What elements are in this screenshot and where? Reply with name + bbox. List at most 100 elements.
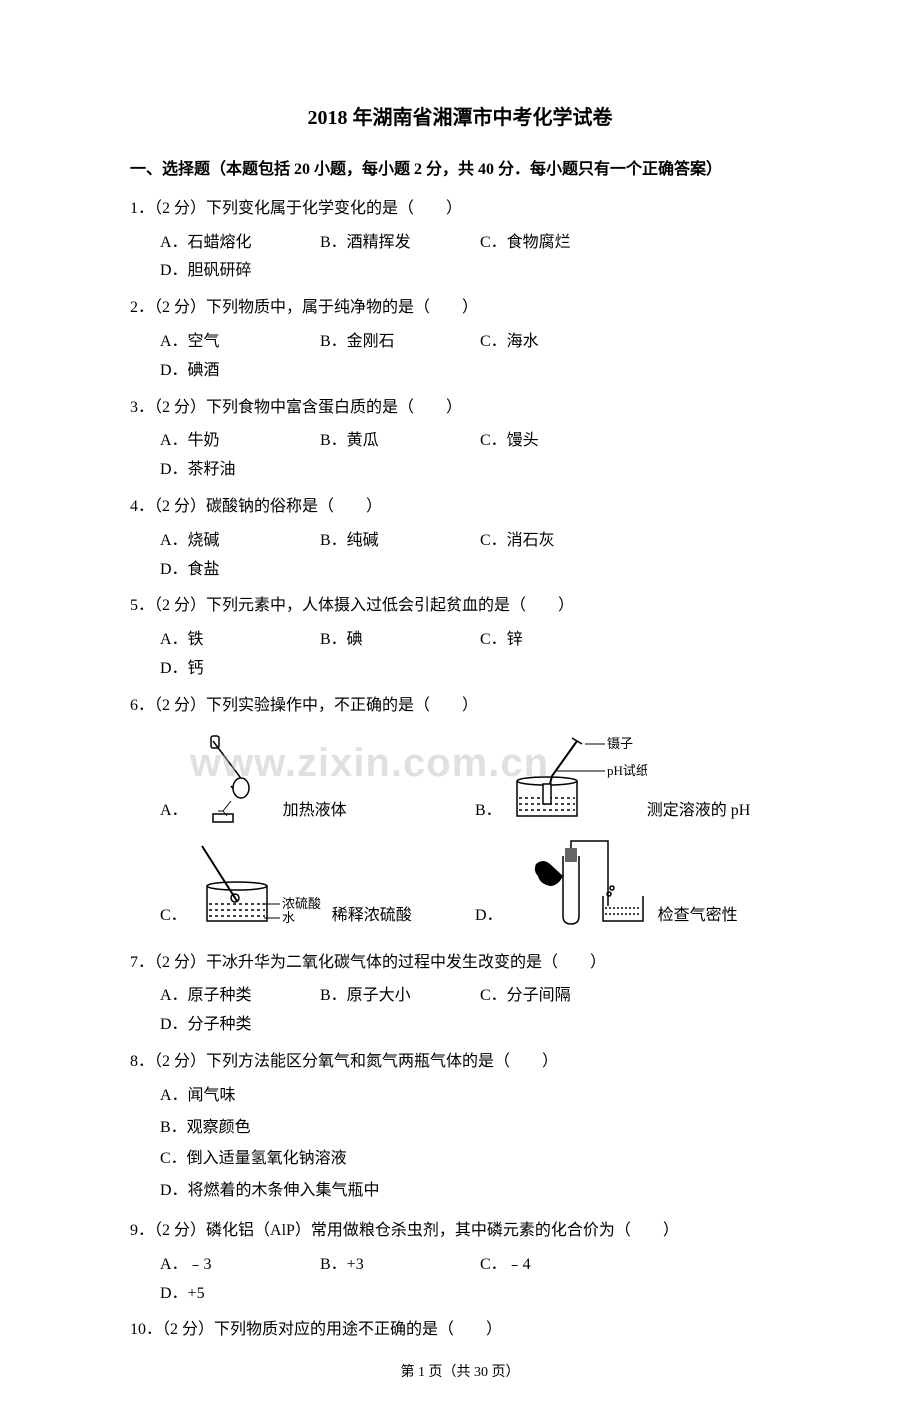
- question-body: 下列实验操作中，不正确的是（ ）: [206, 697, 478, 714]
- option-caption: 检查气密性: [658, 902, 738, 931]
- question-body: 下列物质对应的用途不正确的是（ ）: [214, 1321, 502, 1338]
- question-body: 下列元素中，人体摄入过低会引起贫血的是（ ）: [206, 597, 574, 614]
- options-row: A．牛奶 B．黄瓜 C．馒头 D．茶籽油: [130, 427, 790, 485]
- question-number: 4: [130, 498, 138, 515]
- question-5: 5．（2 分）下列元素中，人体摄入过低会引起贫血的是（ ） A．铁 B．碘 C．…: [130, 592, 790, 683]
- question-number: 8: [130, 1053, 138, 1070]
- option-d: D．将燃着的木条伸入集气瓶中: [160, 1177, 780, 1206]
- question-number: 10: [130, 1321, 146, 1338]
- option-a: A．牛奶: [160, 427, 310, 456]
- question-stem: 3．（2 分）下列食物中富含蛋白质的是（ ）: [130, 394, 790, 423]
- question-4: 4．（2 分）碳酸钠的俗称是（ ） A．烧碱 B．纯碱 C．消石灰 D．食盐: [130, 493, 790, 584]
- question-stem: 7．（2 分）干冰升华为二氧化碳气体的过程中发生改变的是（ ）: [130, 949, 790, 978]
- question-number: 6: [130, 697, 138, 714]
- option-a: A．铁: [160, 626, 310, 655]
- question-points: （2 分）: [154, 399, 206, 416]
- option-c: C．消石灰: [480, 527, 630, 556]
- question-body: 下列方法能区分氧气和氮气两瓶气体的是（ ）: [206, 1053, 558, 1070]
- option-a: A．原子种类: [160, 982, 310, 1011]
- question-body: 下列变化属于化学变化的是（ ）: [206, 200, 462, 217]
- option-label: D．: [475, 902, 503, 931]
- question-9: 9．（2 分）磷化铝（AlP）常用做粮仓杀虫剂，其中磷元素的化合价为（ ） A．…: [130, 1217, 790, 1308]
- ph-paper-label: pH试纸: [607, 763, 647, 778]
- option-d: D．茶籽油: [160, 456, 310, 485]
- question-points: （2 分）: [154, 1053, 206, 1070]
- question-number: 1: [130, 200, 138, 217]
- airtight-diagram: [508, 836, 658, 931]
- question-body: 干冰升华为二氧化碳气体的过程中发生改变的是（ ）: [206, 954, 606, 971]
- page-footer: 第 1 页（共 30 页）: [130, 1360, 790, 1385]
- image-option-c: C． 浓硫酸 水 稀释浓硫酸: [160, 836, 475, 931]
- question-stem: 4．（2 分）碳酸钠的俗称是（ ）: [130, 493, 790, 522]
- option-d: D．食盐: [160, 556, 310, 585]
- option-d: D．胆矾研碎: [160, 257, 310, 286]
- option-d: D．+5: [160, 1280, 310, 1309]
- option-caption: 稀释浓硫酸: [332, 902, 412, 931]
- option-c: C．海水: [480, 328, 630, 357]
- page-title: 2018 年湖南省湘潭市中考化学试卷: [130, 100, 790, 136]
- option-d: D．钙: [160, 655, 310, 684]
- option-a: A．﹣3: [160, 1251, 310, 1280]
- option-c: C．分子间隔: [480, 982, 630, 1011]
- image-option-d: D． 检查气密性: [475, 836, 790, 931]
- tweezers-label: 镊子: [607, 736, 633, 751]
- options-row: A．原子种类 B．原子大小 C．分子间隔 D．分子种类: [130, 982, 790, 1040]
- question-body: 下列物质中，属于纯净物的是（ ）: [206, 299, 478, 316]
- option-d: D．碘酒: [160, 357, 310, 386]
- option-d: D．分子种类: [160, 1011, 310, 1040]
- options-row: A．空气 B．金刚石 C．海水 D．碘酒: [130, 328, 790, 386]
- option-b: B．纯碱: [320, 527, 470, 556]
- options-row: A．﹣3 B．+3 C．﹣4 D．+5: [130, 1251, 790, 1309]
- option-b: B．金刚石: [320, 328, 470, 357]
- options-row: A．烧碱 B．纯碱 C．消石灰 D．食盐: [130, 527, 790, 585]
- option-caption: 测定溶液的 pH: [647, 797, 751, 826]
- option-b: B．酒精挥发: [320, 229, 470, 258]
- question-stem: 5．（2 分）下列元素中，人体摄入过低会引起贫血的是（ ）: [130, 592, 790, 621]
- question-stem: 2．（2 分）下列物质中，属于纯净物的是（ ）: [130, 294, 790, 323]
- question-number: 5: [130, 597, 138, 614]
- option-label: B．: [475, 797, 502, 826]
- option-b: B．黄瓜: [320, 427, 470, 456]
- options-vertical: A．闻气味 B．观察颜色 C．倒入适量氢氧化钠溶液 D．将燃着的木条伸入集气瓶中: [130, 1082, 790, 1209]
- question-points: （2 分）: [154, 697, 206, 714]
- option-b: B．+3: [320, 1251, 470, 1280]
- question-points: （2 分）: [154, 954, 206, 971]
- option-b: B．碘: [320, 626, 470, 655]
- options-row: A．石蜡熔化 B．酒精挥发 C．食物腐烂 D．胆矾研碎: [130, 229, 790, 287]
- question-7: 7．（2 分）干冰升华为二氧化碳气体的过程中发生改变的是（ ） A．原子种类 B…: [130, 949, 790, 1040]
- image-option-b: B． 镊子 pH试纸: [475, 726, 790, 826]
- question-8: 8．（2 分）下列方法能区分氧气和氮气两瓶气体的是（ ） A．闻气味 B．观察颜…: [130, 1048, 790, 1209]
- option-caption: 加热液体: [283, 797, 347, 826]
- question-points: （2 分）: [154, 498, 206, 515]
- question-points: （2 分）: [154, 1222, 206, 1239]
- water-label: 水: [282, 910, 295, 925]
- question-stem: 1．（2 分）下列变化属于化学变化的是（ ）: [130, 195, 790, 224]
- option-b: B．原子大小: [320, 982, 470, 1011]
- question-1: 1．（2 分）下列变化属于化学变化的是（ ） A．石蜡熔化 B．酒精挥发 C．食…: [130, 195, 790, 286]
- question-3: 3．（2 分）下列食物中富含蛋白质的是（ ） A．牛奶 B．黄瓜 C．馒头 D．…: [130, 394, 790, 485]
- question-body: 碳酸钠的俗称是（ ）: [206, 498, 382, 515]
- question-body: 磷化铝（AlP）常用做粮仓杀虫剂，其中磷元素的化合价为（ ）: [206, 1222, 679, 1239]
- option-c: C．﹣4: [480, 1251, 630, 1280]
- option-c: C．食物腐烂: [480, 229, 630, 258]
- option-a: A．空气: [160, 328, 310, 357]
- question-number: 3: [130, 399, 138, 416]
- option-b: B．观察颜色: [160, 1114, 780, 1143]
- question-points: （2 分）: [154, 299, 206, 316]
- heating-liquid-diagram: [193, 726, 283, 826]
- question-stem: 9．（2 分）磷化铝（AlP）常用做粮仓杀虫剂，其中磷元素的化合价为（ ）: [130, 1217, 790, 1246]
- option-a: A．闻气味: [160, 1082, 780, 1111]
- option-c: C．锌: [480, 626, 630, 655]
- section-header: 一、选择题（本题包括 20 小题，每小题 2 分，共 40 分．每小题只有一个正…: [130, 156, 790, 185]
- question-stem: 10．（2 分）下列物质对应的用途不正确的是（ ）: [130, 1316, 790, 1345]
- option-c: C．馒头: [480, 427, 630, 456]
- dilute-acid-diagram: 浓硫酸 水: [192, 836, 332, 931]
- option-a: A．烧碱: [160, 527, 310, 556]
- question-2: 2．（2 分）下列物质中，属于纯净物的是（ ） A．空气 B．金刚石 C．海水 …: [130, 294, 790, 385]
- question-stem: 6．（2 分）下列实验操作中，不正确的是（ ）: [130, 692, 790, 721]
- question-10: 10．（2 分）下列物质对应的用途不正确的是（ ）: [130, 1316, 790, 1345]
- image-options: A． 加热液体 B．: [130, 726, 790, 941]
- ph-test-diagram: 镊子 pH试纸: [507, 726, 647, 826]
- question-stem: 8．（2 分）下列方法能区分氧气和氮气两瓶气体的是（ ）: [130, 1048, 790, 1077]
- option-label: C．: [160, 902, 187, 931]
